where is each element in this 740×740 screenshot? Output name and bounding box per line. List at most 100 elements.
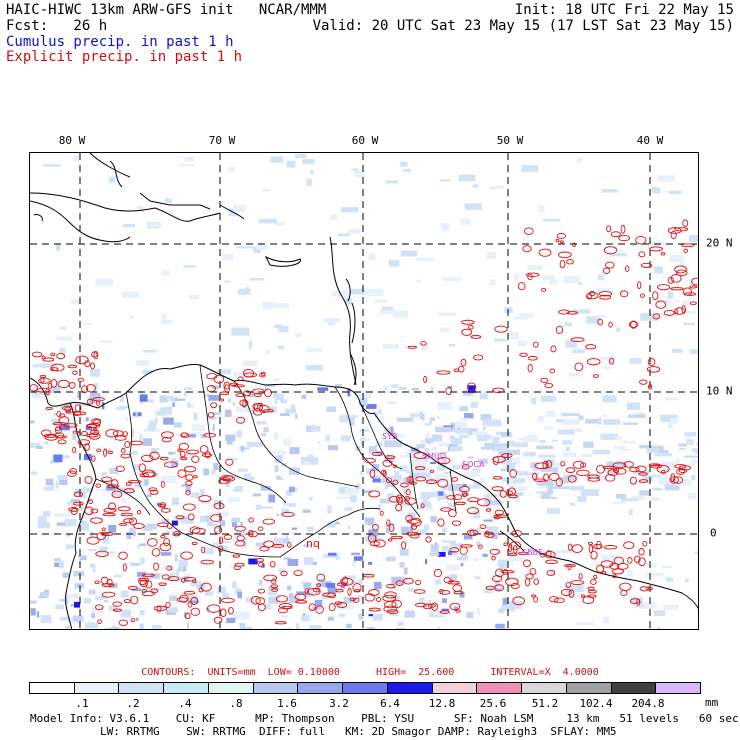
explicit-contour	[275, 595, 288, 603]
explicit-contour	[553, 597, 565, 604]
cumulus-cell	[372, 613, 383, 621]
explicit-contour	[281, 605, 293, 610]
explicit-contour	[461, 328, 473, 336]
explicit-contour	[472, 354, 484, 361]
cumulus-cell	[286, 490, 293, 496]
explicit-contour	[189, 526, 201, 534]
explicit-contour	[682, 219, 689, 228]
cumulus-cell	[386, 180, 399, 184]
cumulus-cell	[168, 452, 176, 455]
cumulus-cell	[394, 471, 399, 479]
cumulus-cell	[193, 412, 198, 421]
explicit-contour	[223, 534, 233, 540]
cumulus-cell	[448, 502, 456, 508]
explicit-contour	[555, 238, 560, 243]
cumulus-cell	[444, 471, 452, 474]
cumulus-cell	[437, 491, 444, 499]
cumulus-cell	[213, 463, 219, 471]
cumulus-cell	[290, 404, 296, 411]
cumulus-cell	[513, 274, 519, 280]
cumulus-cell	[570, 428, 583, 432]
cumulus-cell	[108, 524, 117, 533]
explicit-contour	[159, 542, 172, 552]
cumulus-cell	[357, 595, 363, 599]
explicit-contour	[207, 412, 215, 418]
explicit-contour	[118, 619, 128, 627]
cumulus-cell	[119, 396, 124, 402]
cumulus-cell	[324, 318, 341, 323]
cumulus-cell	[328, 445, 339, 451]
explicit-contour	[443, 576, 451, 584]
cumulus-cell	[364, 517, 375, 526]
cumulus-cell	[598, 274, 605, 281]
cumulus-cell	[400, 465, 408, 472]
explicit-contour	[252, 408, 263, 416]
cumulus-cell	[563, 474, 578, 481]
cumulus-cell	[32, 364, 52, 368]
explicit-contour	[103, 507, 117, 513]
cumulus-cell	[255, 504, 262, 510]
explicit-contour	[460, 358, 467, 367]
cumulus-cell	[64, 625, 70, 629]
explicit-contour	[545, 460, 553, 468]
cumulus-cell	[601, 189, 618, 193]
cumulus-cell	[317, 441, 320, 444]
cumulus-cell	[680, 261, 685, 269]
cumulus-cell	[474, 576, 481, 580]
precipitation-map: SYB SMUD SOCA SBBE nq	[29, 152, 699, 630]
explicit-contour	[491, 486, 504, 492]
colorbar-units: mm	[705, 696, 719, 709]
explicit-contour	[655, 300, 667, 309]
cumulus-cell	[404, 567, 408, 575]
cumulus-cell	[73, 615, 84, 622]
explicit-contour	[451, 520, 462, 526]
colorbar-tick: 102.4	[579, 697, 613, 710]
cumulus-cell	[399, 455, 406, 458]
explicit-contour	[163, 537, 170, 547]
cumulus-cell	[67, 508, 74, 517]
cumulus-cell	[183, 265, 196, 268]
cumulus-cell	[566, 593, 585, 599]
explicit-contour	[439, 610, 450, 614]
cumulus-cell	[92, 564, 96, 573]
cumulus-cell	[675, 459, 680, 465]
explicit-contour	[452, 584, 463, 592]
cumulus-cell	[201, 491, 205, 494]
explicit-contour	[75, 355, 89, 365]
model-info-line1: Model Info: V3.6.1 CU: KF MP: Thompson P…	[30, 712, 739, 725]
explicit-contour	[459, 546, 468, 555]
explicit-contour	[73, 491, 84, 498]
cumulus-cell	[154, 417, 158, 424]
cumulus-cell	[73, 155, 80, 162]
explicit-contour	[388, 523, 395, 532]
cumulus-cell	[622, 448, 631, 451]
cumulus-cell	[79, 555, 87, 560]
cumulus-cell	[532, 467, 543, 471]
explicit-contour	[85, 384, 96, 393]
cumulus-cell	[231, 517, 240, 523]
explicit-contour	[175, 515, 185, 520]
cumulus-cell	[390, 384, 399, 388]
init-time: Init: 18 UTC Fri 22 May 15	[514, 2, 734, 18]
cumulus-cell	[548, 483, 554, 490]
cumulus-cell	[142, 369, 153, 374]
explicit-contour	[239, 399, 249, 407]
explicit-contour	[36, 387, 50, 393]
cumulus-cell	[508, 600, 523, 609]
cumulus-cell	[420, 440, 426, 445]
cumulus-cell	[267, 586, 279, 591]
explicit-contour	[538, 248, 552, 257]
explicit-contour	[185, 480, 193, 486]
cumulus-cell	[334, 383, 342, 389]
cumulus-cell	[248, 340, 253, 348]
cumulus-cell	[323, 554, 339, 558]
explicit-contour	[380, 469, 386, 476]
explicit-contour	[446, 495, 456, 500]
cumulus-cell	[409, 413, 419, 418]
explicit-contour	[108, 502, 116, 511]
cumulus-cell	[510, 332, 519, 340]
explicit-contour	[509, 469, 517, 478]
cumulus-cell	[302, 159, 315, 165]
explicit-contour	[37, 377, 51, 384]
cumulus-cell	[317, 387, 329, 391]
